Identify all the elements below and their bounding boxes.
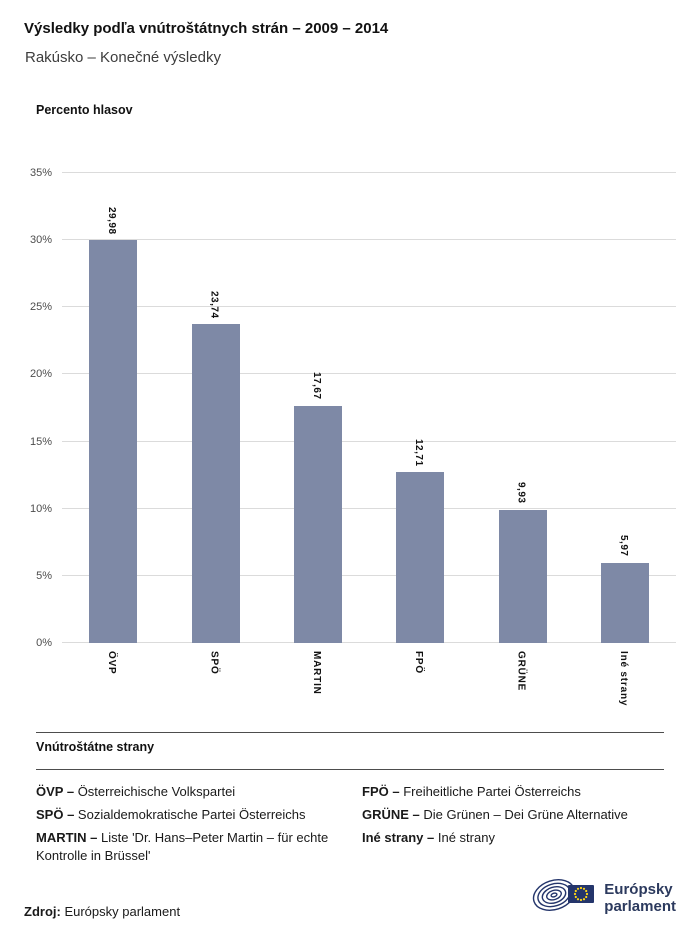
legend-term: Iné strany – [362, 830, 438, 845]
gridline [62, 172, 676, 173]
legend-item: MARTIN – Liste 'Dr. Hans–Peter Martin – … [36, 829, 362, 865]
legend-item: SPÖ – Sozialdemokratische Partei Österre… [36, 806, 362, 824]
y-tick-label: 0% [36, 637, 52, 649]
logo-line-2: parlament [604, 897, 676, 915]
y-tick-label: 10% [29, 502, 52, 515]
legend-definition: Sozialdemokratische Partei Österreichs [77, 807, 306, 822]
gridline [62, 574, 676, 576]
legend-item: GRÜNE – Die Grünen – Dei Grüne Alternati… [362, 806, 676, 824]
gridline [62, 440, 676, 442]
bar-value-label: 5,97 [617, 535, 629, 557]
gridline [62, 373, 676, 375]
bar-fpö [396, 472, 445, 643]
y-tick-label: 20% [29, 368, 52, 381]
page-subtitle: Rakúsko – Konečné výsledky [25, 49, 221, 66]
legend-term: GRÜNE – [362, 807, 424, 822]
page-title: Výsledky podľa vnútroštátnych strán – 20… [24, 20, 389, 37]
legend-divider-bottom [36, 769, 664, 770]
europarl-logo: Európsky parlament [530, 876, 676, 919]
legend-column: ÖVP – Österreichische Volkspartei SPÖ – S… [36, 783, 362, 870]
legend-definition: Iné strany [437, 830, 495, 845]
bar-value-label: 12,71 [413, 438, 425, 467]
bar-value-label: 9,93 [515, 482, 527, 504]
legend-definition: Freiheitliche Partei Österreichs [403, 784, 581, 799]
legend-term: SPÖ – [36, 807, 78, 822]
x-tick-label: GRÜNE [515, 651, 527, 692]
legend-term: FPÖ – [362, 784, 404, 799]
y-tick-label: 15% [29, 435, 52, 448]
y-tick-label: 35% [29, 167, 52, 179]
bar-övp [89, 240, 138, 643]
y-tick-label: 5% [36, 569, 52, 582]
europarl-logo-icon [530, 876, 595, 919]
bar-value-label: 29,98 [106, 206, 118, 235]
plot-area: 0% 5% 10% 15% 20% 25% 30% 35% 29,98 ÖVP 23,74 SPÖ 17… [30, 167, 676, 706]
legend-definition: Österreichische Volkspartei [77, 784, 236, 799]
source-label: Zdroj: [24, 904, 61, 919]
y-tick-label: 30% [29, 234, 52, 247]
legend-column: FPÖ – Freiheitliche Partei Österreichs GR… [362, 783, 676, 870]
gridline [62, 239, 676, 241]
bar-iné-strany [600, 562, 649, 643]
bar-value-label: 23,74 [208, 290, 220, 319]
y-tick-label: 25% [29, 301, 52, 314]
legend-term: ÖVP – [36, 784, 78, 799]
legend-item: ÖVP – Österreichische Volkspartei [36, 783, 362, 801]
bar-grüne [498, 509, 547, 643]
source-value: Európsky parlament [64, 904, 181, 919]
legend-definition: Die Grünen – Dei Grüne Alternative [423, 807, 628, 822]
x-tick-label: MARTIN [310, 651, 322, 695]
logo-line-1: Európsky [604, 880, 673, 898]
gridline [62, 642, 676, 643]
legend-term: MARTIN – [36, 830, 101, 845]
bar-martin [293, 405, 342, 643]
x-tick-label: Iné strany [617, 651, 629, 707]
legend-definition: Liste 'Dr. Hans–Peter Martin – für echte… [36, 830, 329, 863]
bar-spö [191, 324, 240, 643]
legend-divider-top [36, 732, 664, 733]
gridline [62, 306, 676, 308]
x-tick-label: FPÖ [413, 651, 425, 674]
legend-heading: Vnútroštátne strany [36, 740, 155, 754]
legend-item: Iné strany – Iné strany [362, 829, 676, 847]
y-axis-title: Percento hlasov [36, 103, 133, 117]
europarl-logo-text: Európsky parlament [604, 881, 676, 915]
source-line: Zdroj: Európsky parlament [24, 904, 180, 919]
legend-columns: ÖVP – Österreichische Volkspartei SPÖ – S… [36, 783, 676, 870]
legend-item: FPÖ – Freiheitliche Partei Österreichs [362, 783, 676, 801]
gridline [62, 507, 676, 509]
x-tick-label: ÖVP [106, 651, 118, 675]
x-tick-label: SPÖ [208, 651, 220, 675]
bar-value-label: 17,67 [310, 372, 322, 400]
